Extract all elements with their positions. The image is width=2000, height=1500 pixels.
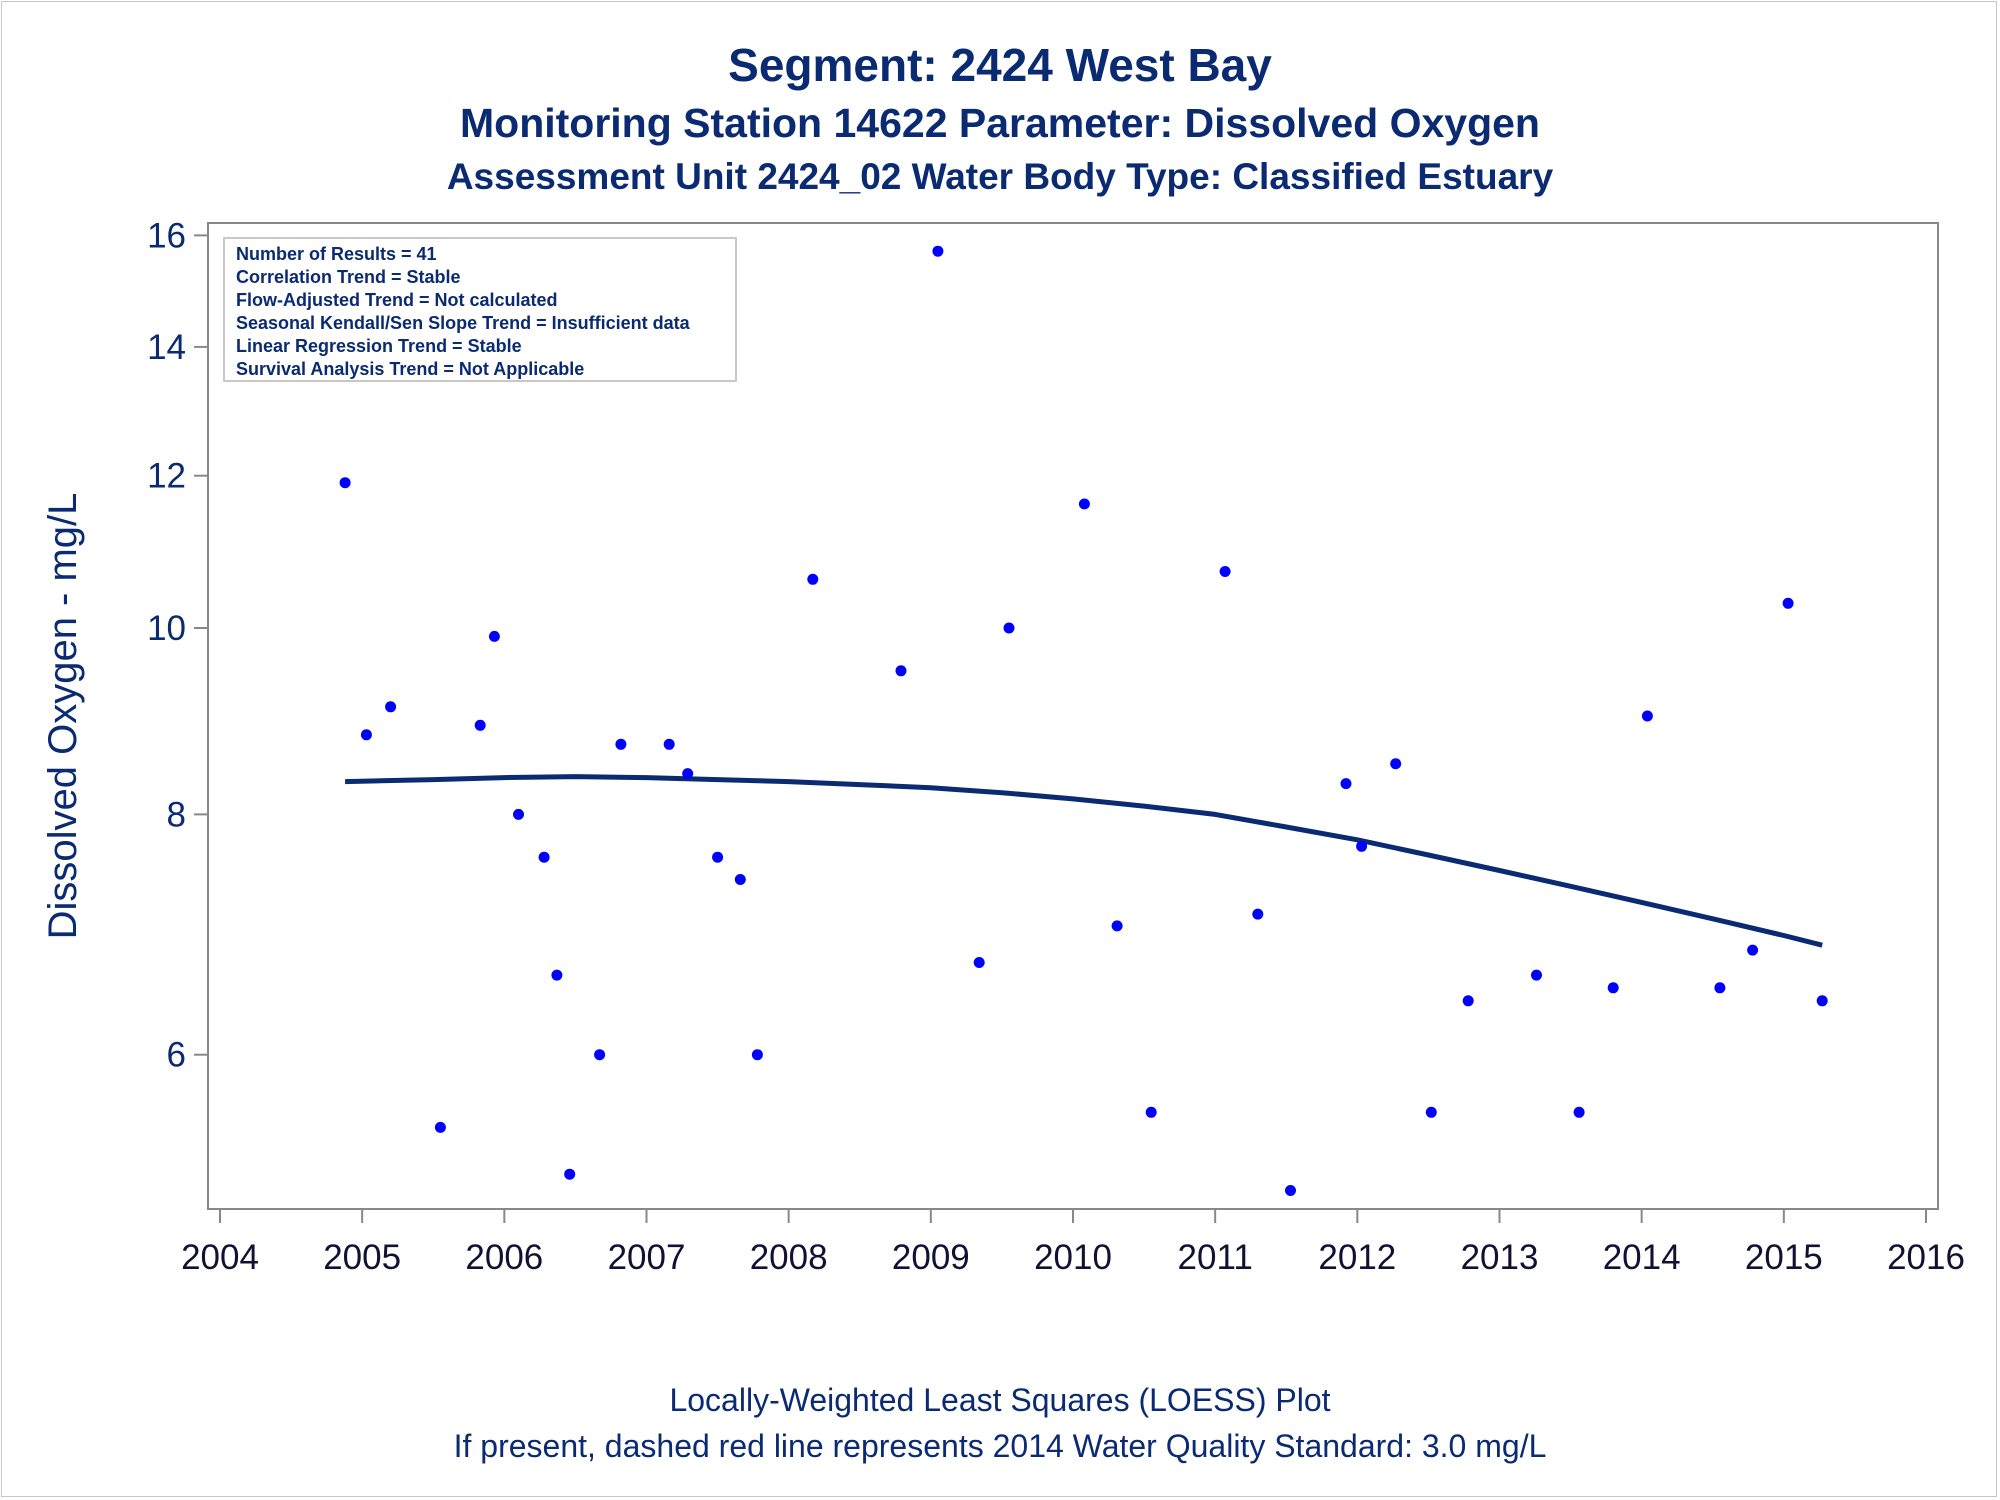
data-point xyxy=(551,969,563,981)
data-point xyxy=(385,701,397,713)
y-axis-label: Dissolved Oxygen - mg/L xyxy=(41,493,85,940)
data-point xyxy=(1219,566,1231,577)
data-point xyxy=(615,738,627,750)
data-point xyxy=(734,874,746,885)
y-tick-label: 16 xyxy=(147,216,186,255)
x-tick-label: 2014 xyxy=(1603,1238,1681,1277)
data-point xyxy=(474,719,486,731)
stats-box: Number of Results = 41 Correlation Trend … xyxy=(223,237,737,382)
x-tick-label: 2013 xyxy=(1461,1238,1539,1277)
data-point xyxy=(663,738,675,750)
data-point xyxy=(1340,778,1352,790)
y-tick-label: 6 xyxy=(167,1036,186,1075)
x-tick-label: 2009 xyxy=(892,1238,970,1277)
data-point xyxy=(564,1168,576,1180)
data-point xyxy=(895,665,907,677)
x-tick-label: 2007 xyxy=(608,1238,686,1277)
x-tick-label: 2010 xyxy=(1034,1238,1112,1277)
chart-subtitle-station: Monitoring Station 14622 Parameter: Diss… xyxy=(460,100,1540,146)
y-tick-label: 10 xyxy=(147,609,186,648)
data-point xyxy=(1714,982,1726,994)
stats-box-line: Linear Regression Trend = Stable xyxy=(236,336,522,356)
stats-box-border xyxy=(223,237,737,382)
data-point xyxy=(1531,969,1542,981)
y-tick-label: 8 xyxy=(167,795,186,834)
data-point xyxy=(1573,1106,1585,1118)
data-points xyxy=(339,245,1828,1196)
data-point xyxy=(932,245,944,257)
data-point xyxy=(434,1121,446,1133)
x-tick-label: 2012 xyxy=(1318,1238,1396,1277)
stats-box-line: Correlation Trend = Stable xyxy=(236,267,461,287)
stats-box-line: Seasonal Kendall/Sen Slope Trend = Insuf… xyxy=(236,313,691,333)
footnote-method: Locally-Weighted Least Squares (LOESS) P… xyxy=(669,1382,1331,1418)
data-point xyxy=(1462,995,1474,1007)
data-point xyxy=(360,729,372,741)
data-point xyxy=(682,768,694,780)
data-point xyxy=(973,957,985,968)
x-tick-label: 2004 xyxy=(181,1238,259,1277)
data-point xyxy=(1782,597,1794,609)
data-point xyxy=(1003,622,1015,634)
x-tick-label: 2015 xyxy=(1745,1238,1823,1277)
data-point xyxy=(1641,710,1653,722)
x-tick-label: 2008 xyxy=(750,1238,828,1277)
data-point xyxy=(1252,908,1264,920)
data-point xyxy=(1111,920,1123,932)
y-axis: 6 8 10 12 14 16 xyxy=(147,216,208,1075)
data-point xyxy=(1285,1185,1296,1196)
stats-box-line: Number of Results = 41 xyxy=(236,244,437,264)
loess-layer xyxy=(345,774,1823,948)
x-tick-label: 2016 xyxy=(1887,1238,1965,1277)
data-point xyxy=(513,808,524,820)
data-point xyxy=(751,1049,763,1061)
stats-box-line: Survival Analysis Trend = Not Applicable xyxy=(236,359,584,379)
data-point xyxy=(1145,1106,1157,1118)
footnote-standard: If present, dashed red line represents 2… xyxy=(453,1428,1547,1464)
data-point xyxy=(1390,758,1402,770)
data-point xyxy=(1078,498,1090,510)
chart-subtitle-assessment: Assessment Unit 2424_02 Water Body Type:… xyxy=(446,156,1554,197)
data-point xyxy=(807,573,819,585)
x-axis: 2004 2005 2006 2007 2008 2009 2010 2011 2012 2013… xyxy=(181,1209,1965,1277)
loess-line xyxy=(345,774,1823,948)
data-point xyxy=(1747,944,1759,956)
x-tick-label: 2006 xyxy=(465,1238,543,1277)
data-point xyxy=(339,477,351,489)
stats-box-line: Flow-Adjusted Trend = Not calculated xyxy=(236,290,558,310)
x-tick-label: 2011 xyxy=(1178,1238,1253,1277)
data-point xyxy=(488,630,500,642)
data-point xyxy=(538,851,550,863)
data-point xyxy=(1816,995,1828,1007)
data-point xyxy=(712,851,724,863)
data-point xyxy=(1607,982,1619,994)
y-tick-label: 14 xyxy=(147,328,186,367)
y-tick-label: 12 xyxy=(147,457,186,496)
data-point xyxy=(1356,840,1368,852)
data-point xyxy=(594,1049,606,1061)
chart-title: Segment: 2424 West Bay xyxy=(728,39,1272,91)
data-point xyxy=(1425,1106,1437,1118)
x-tick-label: 2005 xyxy=(323,1238,401,1277)
